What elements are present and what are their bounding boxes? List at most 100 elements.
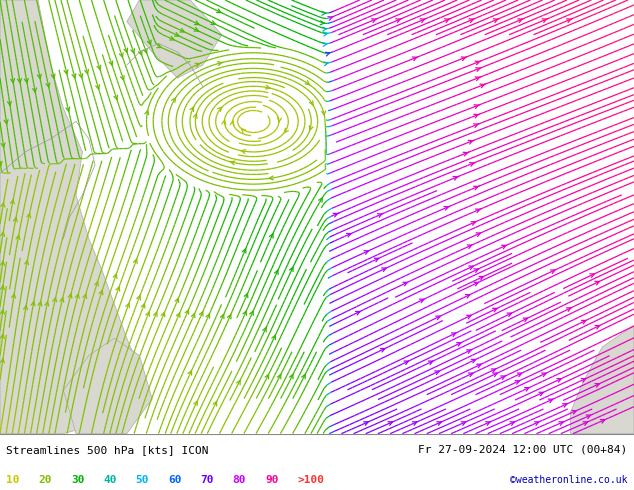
FancyArrowPatch shape: [320, 21, 325, 25]
FancyArrowPatch shape: [471, 221, 476, 225]
Text: 80: 80: [233, 475, 246, 486]
Polygon shape: [63, 338, 152, 434]
FancyArrowPatch shape: [32, 88, 37, 92]
Text: ©weatheronline.co.uk: ©weatheronline.co.uk: [510, 475, 628, 486]
FancyArrowPatch shape: [175, 298, 179, 303]
FancyArrowPatch shape: [377, 214, 383, 218]
FancyArrowPatch shape: [0, 161, 2, 166]
Polygon shape: [571, 325, 634, 434]
FancyArrowPatch shape: [75, 294, 79, 298]
FancyArrowPatch shape: [37, 74, 41, 78]
FancyArrowPatch shape: [206, 314, 210, 319]
FancyArrowPatch shape: [25, 260, 29, 265]
FancyArrowPatch shape: [269, 234, 273, 238]
FancyArrowPatch shape: [1, 261, 4, 266]
FancyArrowPatch shape: [141, 304, 145, 308]
FancyArrowPatch shape: [493, 373, 497, 377]
FancyArrowPatch shape: [328, 17, 333, 20]
FancyArrowPatch shape: [265, 374, 269, 379]
FancyArrowPatch shape: [559, 422, 563, 425]
FancyArrowPatch shape: [469, 140, 474, 144]
FancyArrowPatch shape: [79, 74, 82, 78]
FancyArrowPatch shape: [462, 422, 465, 425]
FancyArrowPatch shape: [180, 28, 184, 32]
FancyArrowPatch shape: [290, 374, 293, 379]
FancyArrowPatch shape: [562, 404, 567, 407]
Text: 50: 50: [136, 475, 149, 486]
FancyArrowPatch shape: [8, 101, 11, 105]
Polygon shape: [0, 0, 139, 434]
FancyArrowPatch shape: [465, 294, 470, 298]
FancyArrowPatch shape: [217, 9, 221, 13]
FancyArrowPatch shape: [193, 114, 197, 118]
FancyArrowPatch shape: [600, 419, 605, 423]
FancyArrowPatch shape: [420, 19, 426, 23]
FancyArrowPatch shape: [539, 392, 543, 396]
FancyArrowPatch shape: [16, 235, 20, 240]
FancyArrowPatch shape: [467, 315, 471, 319]
FancyArrowPatch shape: [474, 186, 479, 190]
Text: 40: 40: [103, 475, 117, 486]
FancyArrowPatch shape: [119, 53, 123, 57]
FancyArrowPatch shape: [228, 315, 231, 319]
FancyArrowPatch shape: [153, 312, 157, 317]
FancyArrowPatch shape: [396, 19, 401, 23]
Text: 30: 30: [71, 475, 84, 486]
FancyArrowPatch shape: [277, 374, 281, 379]
FancyArrowPatch shape: [45, 302, 49, 306]
FancyArrowPatch shape: [53, 297, 56, 302]
FancyArrowPatch shape: [474, 114, 479, 118]
FancyArrowPatch shape: [404, 361, 408, 365]
FancyArrowPatch shape: [501, 245, 506, 249]
Polygon shape: [127, 0, 222, 78]
FancyArrowPatch shape: [364, 422, 368, 425]
FancyArrowPatch shape: [64, 70, 68, 74]
FancyArrowPatch shape: [461, 57, 467, 61]
FancyArrowPatch shape: [23, 306, 27, 310]
FancyArrowPatch shape: [469, 266, 473, 270]
FancyArrowPatch shape: [477, 364, 481, 368]
FancyArrowPatch shape: [97, 65, 101, 70]
FancyArrowPatch shape: [83, 294, 87, 298]
FancyArrowPatch shape: [474, 282, 478, 286]
FancyArrowPatch shape: [550, 270, 555, 273]
FancyArrowPatch shape: [590, 274, 594, 277]
FancyArrowPatch shape: [586, 415, 590, 418]
FancyArrowPatch shape: [507, 313, 512, 317]
FancyArrowPatch shape: [517, 373, 522, 377]
FancyArrowPatch shape: [143, 49, 147, 53]
FancyArrowPatch shape: [463, 152, 469, 156]
FancyArrowPatch shape: [1, 334, 4, 339]
FancyArrowPatch shape: [66, 107, 70, 111]
FancyArrowPatch shape: [333, 213, 339, 217]
FancyArrowPatch shape: [72, 74, 76, 78]
FancyArrowPatch shape: [356, 312, 360, 315]
FancyArrowPatch shape: [200, 312, 203, 316]
FancyArrowPatch shape: [321, 111, 326, 115]
FancyArrowPatch shape: [595, 325, 600, 329]
FancyArrowPatch shape: [109, 61, 113, 65]
FancyArrowPatch shape: [413, 422, 417, 425]
FancyArrowPatch shape: [230, 161, 235, 165]
FancyArrowPatch shape: [145, 110, 148, 115]
FancyArrowPatch shape: [474, 123, 479, 127]
FancyArrowPatch shape: [137, 295, 140, 300]
FancyArrowPatch shape: [1, 310, 4, 314]
FancyArrowPatch shape: [278, 118, 281, 122]
FancyArrowPatch shape: [493, 308, 497, 312]
FancyArrowPatch shape: [486, 422, 490, 425]
Text: 10: 10: [6, 475, 20, 486]
FancyArrowPatch shape: [96, 85, 100, 89]
FancyArrowPatch shape: [524, 388, 529, 391]
FancyArrowPatch shape: [548, 399, 553, 403]
FancyArrowPatch shape: [60, 298, 64, 302]
FancyArrowPatch shape: [476, 209, 481, 213]
FancyArrowPatch shape: [243, 311, 247, 316]
FancyArrowPatch shape: [322, 27, 327, 31]
FancyArrowPatch shape: [451, 333, 456, 337]
FancyArrowPatch shape: [581, 320, 586, 324]
FancyArrowPatch shape: [116, 287, 120, 291]
FancyArrowPatch shape: [380, 348, 385, 352]
FancyArrowPatch shape: [284, 128, 288, 132]
FancyArrowPatch shape: [99, 291, 103, 295]
